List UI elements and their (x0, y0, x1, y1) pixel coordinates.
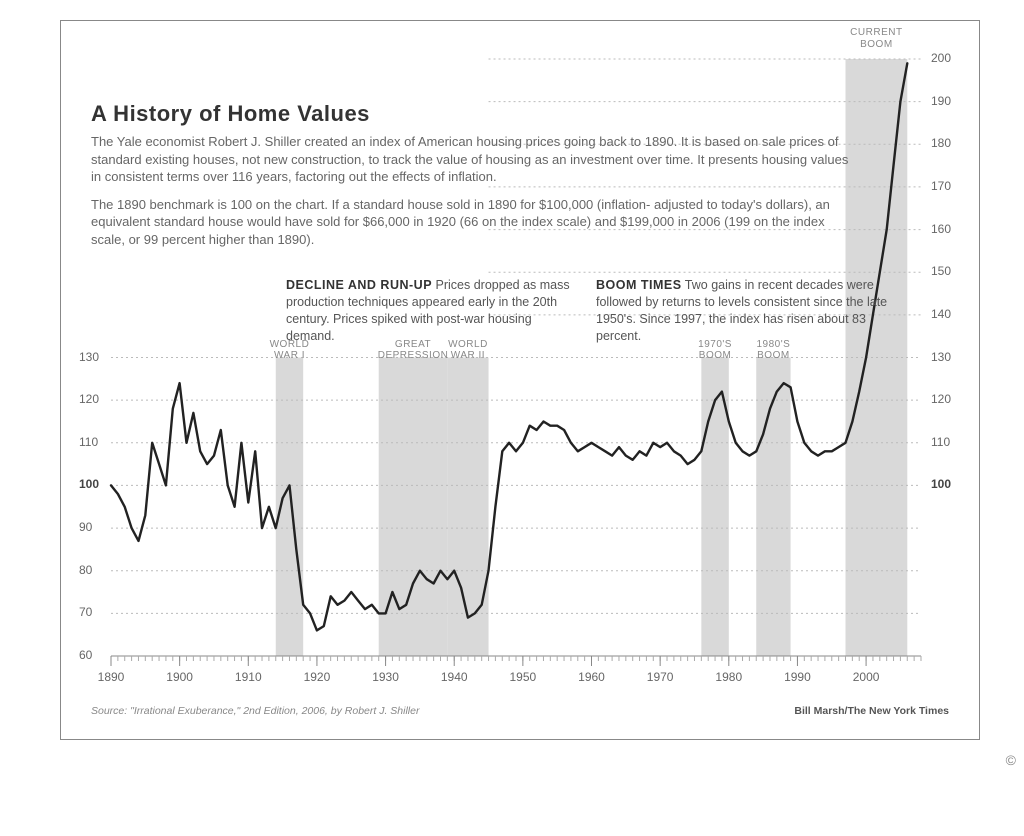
y-axis-left-label: 60 (79, 648, 92, 662)
x-axis-label: 1900 (166, 670, 193, 684)
chart-area: A History of Home Values The Yale econom… (61, 21, 979, 739)
x-axis-label: 1960 (578, 670, 605, 684)
x-axis-label: 1920 (304, 670, 331, 684)
footer-credit: Bill Marsh/The New York Times (794, 705, 949, 717)
header-block: A History of Home Values The Yale econom… (91, 101, 851, 258)
y-axis-right-label: 130 (931, 350, 951, 364)
y-axis-left-label: 100 (79, 477, 99, 491)
annotation-decline: DECLINE AND RUN-UP Prices dropped as mas… (286, 277, 576, 345)
intro-paragraph-2: The 1890 benchmark is 100 on the chart. … (91, 196, 851, 249)
x-axis-label: 1940 (441, 670, 468, 684)
y-axis-left-label: 80 (79, 563, 92, 577)
annotation-decline-head: DECLINE AND RUN-UP (286, 278, 432, 292)
title: A History of Home Values (91, 101, 851, 127)
y-axis-right-label: 170 (931, 179, 951, 193)
y-axis-left-label: 70 (79, 605, 92, 619)
x-axis-label: 2000 (853, 670, 880, 684)
x-axis-label: 1970 (647, 670, 674, 684)
event-band-label: CURRENT BOOM (850, 27, 902, 50)
y-axis-right-label: 120 (931, 392, 951, 406)
intro-paragraph-1: The Yale economist Robert J. Shiller cre… (91, 133, 851, 186)
x-axis-label: 1980 (715, 670, 742, 684)
event-band-label: 1980'S BOOM (756, 339, 790, 362)
x-axis-label: 1990 (784, 670, 811, 684)
y-axis-left-label: 130 (79, 350, 99, 364)
y-axis-right-label: 100 (931, 477, 951, 491)
annotation-boom-head: BOOM TIMES (596, 278, 682, 292)
event-band-label: GREAT DEPRESSION (378, 339, 449, 362)
y-axis-right-label: 200 (931, 51, 951, 65)
event-band-label: WORLD WAR II (448, 339, 488, 362)
y-axis-right-label: 150 (931, 264, 951, 278)
event-band-label: 1970'S BOOM (698, 339, 732, 362)
y-axis-right-label: 190 (931, 94, 951, 108)
y-axis-right-label: 180 (931, 136, 951, 150)
y-axis-right-label: 160 (931, 222, 951, 236)
event-band-label: WORLD WAR I (270, 339, 310, 362)
event-band (447, 358, 488, 657)
x-axis-label: 1910 (235, 670, 262, 684)
annotation-boom: BOOM TIMES Two gains in recent decades w… (596, 277, 896, 345)
y-axis-right-label: 140 (931, 307, 951, 321)
x-axis-label: 1890 (98, 670, 125, 684)
x-axis-label: 1950 (510, 670, 537, 684)
x-axis-label: 1930 (372, 670, 399, 684)
y-axis-right-label: 110 (931, 435, 950, 449)
y-axis-left-label: 120 (79, 392, 99, 406)
page: A History of Home Values The Yale econom… (0, 0, 1024, 836)
y-axis-left-label: 90 (79, 520, 92, 534)
y-axis-left-label: 110 (79, 435, 98, 449)
event-band (379, 358, 448, 657)
copyright-icon: © (1006, 752, 1016, 768)
footer-source: Source: "Irrational Exuberance," 2nd Edi… (91, 705, 419, 717)
chart-frame: A History of Home Values The Yale econom… (60, 20, 980, 740)
